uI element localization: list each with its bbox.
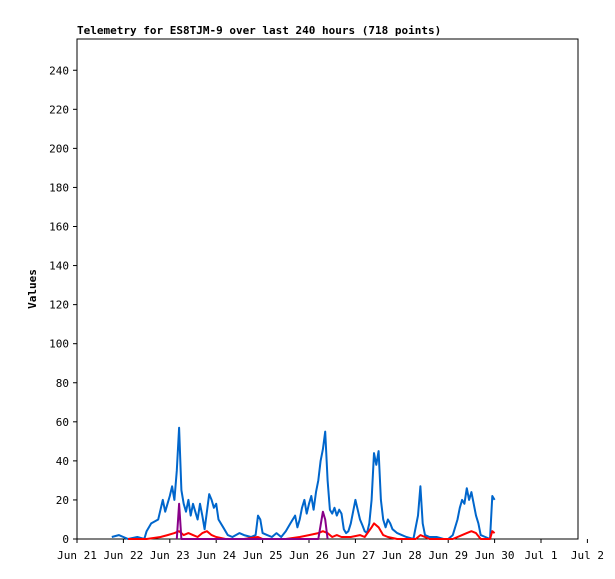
- y-tick-label: 0: [62, 533, 69, 546]
- x-tick-label: Jun 26: [289, 549, 329, 562]
- y-tick-label: 140: [49, 260, 69, 273]
- x-tick-label: Jun 25: [243, 549, 283, 562]
- series-line-3: [175, 502, 329, 540]
- chart-title: Telemetry for ES8TJM-9 over last 240 hou…: [77, 24, 441, 37]
- y-tick-label: 200: [49, 142, 69, 155]
- series-layer: [111, 426, 496, 540]
- x-tick-label: Jun 23: [150, 549, 190, 562]
- y-tick-label: 180: [49, 181, 69, 194]
- x-tick-label: Jul 1: [524, 549, 557, 562]
- y-tick-label: 20: [56, 494, 69, 507]
- x-tick-label: Jun 27: [336, 549, 376, 562]
- series-line-1: [111, 426, 496, 540]
- x-tick-label: Jun 21: [57, 549, 97, 562]
- x-tick-label: Jun 30: [475, 549, 515, 562]
- x-tick-label: Jul 2: [571, 549, 604, 562]
- y-tick-label: 220: [49, 103, 69, 116]
- y-axis-label: Values: [26, 269, 39, 309]
- y-tick-label: 160: [49, 221, 69, 234]
- y-tick-label: 120: [49, 299, 69, 312]
- x-tick-label: Jun 29: [428, 549, 468, 562]
- x-tick-label: Jun 24: [196, 549, 236, 562]
- y-tick-label: 100: [49, 338, 69, 351]
- x-axis: Jun 21 Jun 22 Jun 23 Jun 24 Jun 25 Jun 26 Jun …: [57, 539, 604, 562]
- x-tick-label: Jun 22: [104, 549, 144, 562]
- x-tick-label: Jun 28: [382, 549, 422, 562]
- y-axis: 0 20 40 60 80 100 120 140 160 180 200 220 240: [49, 64, 77, 546]
- series-line-2: [128, 522, 496, 540]
- y-tick-label: 80: [56, 377, 69, 390]
- y-tick-label: 60: [56, 416, 69, 429]
- y-tick-label: 240: [49, 64, 69, 77]
- y-tick-label: 40: [56, 455, 69, 468]
